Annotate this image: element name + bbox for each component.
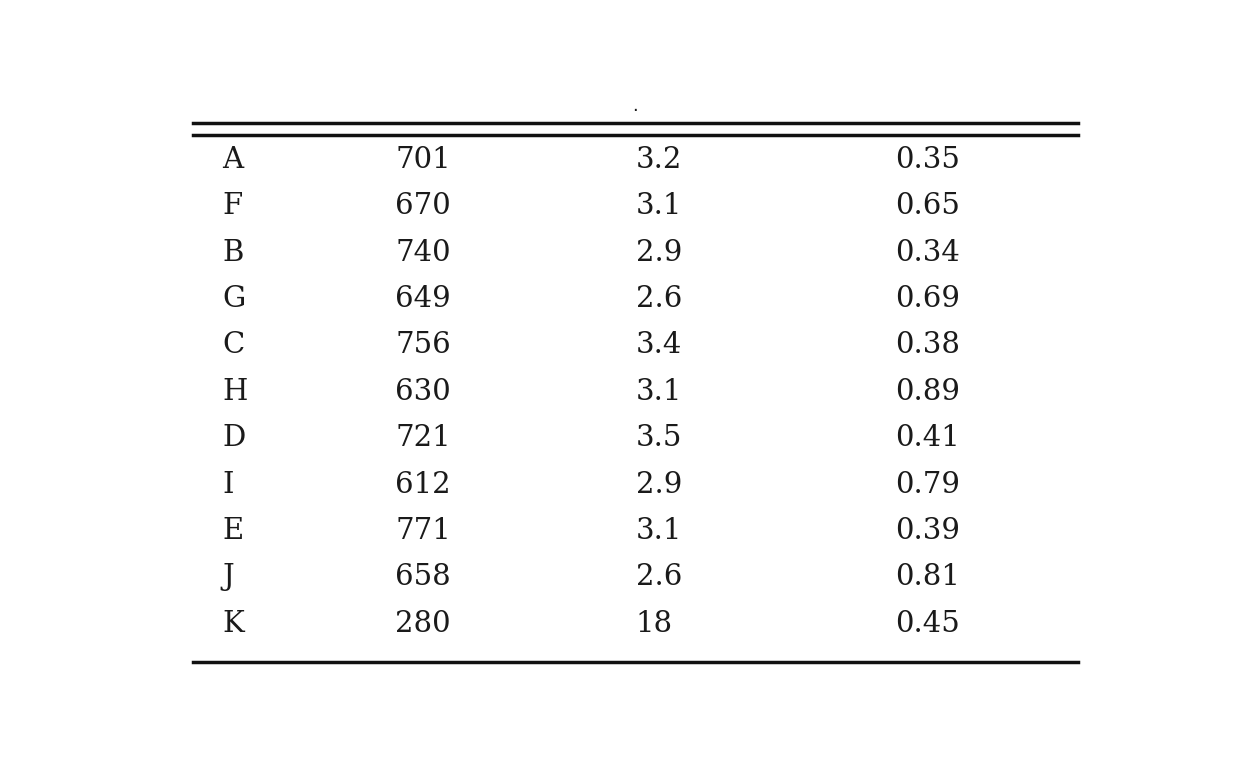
Text: 740: 740 bbox=[396, 239, 451, 267]
Text: 0.79: 0.79 bbox=[895, 471, 960, 499]
Text: K: K bbox=[222, 610, 244, 637]
Text: 2.9: 2.9 bbox=[635, 239, 682, 267]
Text: 2.6: 2.6 bbox=[635, 563, 682, 591]
Text: F: F bbox=[222, 193, 243, 221]
Text: 0.65: 0.65 bbox=[895, 193, 960, 221]
Text: 0.39: 0.39 bbox=[895, 517, 960, 545]
Text: 0.81: 0.81 bbox=[895, 563, 960, 591]
Text: 630: 630 bbox=[396, 377, 451, 406]
Text: 0.41: 0.41 bbox=[895, 424, 960, 453]
Text: 721: 721 bbox=[396, 424, 451, 453]
Text: 3.2: 3.2 bbox=[635, 146, 682, 174]
Text: 658: 658 bbox=[396, 563, 451, 591]
Text: J: J bbox=[222, 563, 234, 591]
Text: 756: 756 bbox=[396, 331, 451, 359]
Text: 670: 670 bbox=[396, 193, 451, 221]
Text: 18: 18 bbox=[635, 610, 672, 637]
Text: 0.45: 0.45 bbox=[895, 610, 960, 637]
Text: 3.5: 3.5 bbox=[635, 424, 682, 453]
Text: 771: 771 bbox=[396, 517, 451, 545]
Text: 0.35: 0.35 bbox=[895, 146, 960, 174]
Text: 0.69: 0.69 bbox=[895, 285, 960, 313]
Text: C: C bbox=[222, 331, 244, 359]
Text: 3.1: 3.1 bbox=[635, 377, 682, 406]
Text: H: H bbox=[222, 377, 248, 406]
Text: G: G bbox=[222, 285, 246, 313]
Text: D: D bbox=[222, 424, 246, 453]
Text: 2.9: 2.9 bbox=[635, 471, 682, 499]
Text: B: B bbox=[222, 239, 243, 267]
Text: 280: 280 bbox=[396, 610, 451, 637]
Text: 649: 649 bbox=[396, 285, 451, 313]
Text: E: E bbox=[222, 517, 243, 545]
Text: 3.4: 3.4 bbox=[635, 331, 682, 359]
Text: 3.1: 3.1 bbox=[635, 193, 682, 221]
Text: 0.34: 0.34 bbox=[895, 239, 960, 267]
Text: I: I bbox=[222, 471, 234, 499]
Text: 0.38: 0.38 bbox=[895, 331, 960, 359]
Text: 701: 701 bbox=[396, 146, 451, 174]
Text: .: . bbox=[632, 96, 639, 114]
Text: 0.89: 0.89 bbox=[895, 377, 960, 406]
Text: 3.1: 3.1 bbox=[635, 517, 682, 545]
Text: 612: 612 bbox=[396, 471, 451, 499]
Text: 2.6: 2.6 bbox=[635, 285, 682, 313]
Text: A: A bbox=[222, 146, 243, 174]
